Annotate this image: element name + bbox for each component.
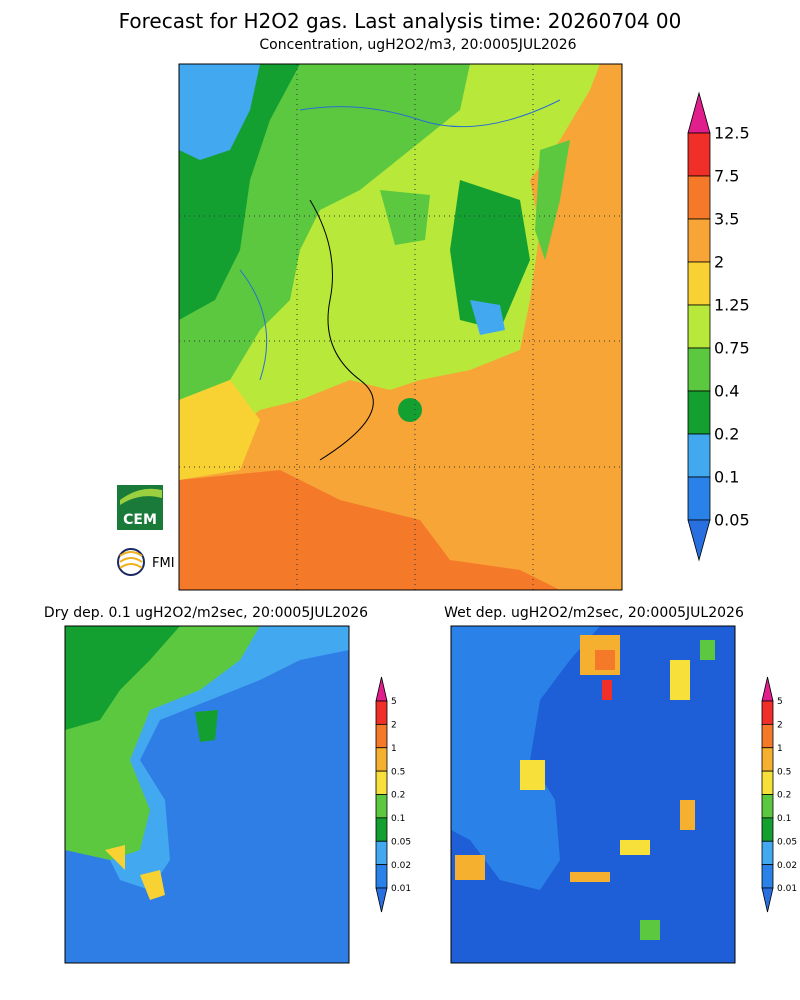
legend-bin <box>375 723 388 749</box>
legend-label: 1.25 <box>714 296 750 315</box>
legend-label: 2 <box>391 721 397 731</box>
legend-arrow-top <box>375 676 388 702</box>
legend-label: 0.5 <box>777 767 791 777</box>
dry-dep-map <box>64 625 350 964</box>
legend-label: 0.05 <box>777 837 797 847</box>
legend-bin <box>375 840 388 866</box>
legend-label: 2 <box>714 253 724 272</box>
legend-bin <box>375 864 388 889</box>
legend-bin <box>375 700 388 725</box>
legend-bin <box>375 794 388 819</box>
legend-bin <box>687 175 711 220</box>
legend-bin <box>761 747 774 772</box>
legend-label: 12.5 <box>714 124 750 143</box>
legend-bin <box>687 347 711 392</box>
wet-dep-map <box>450 625 736 964</box>
legend-arrow-bottom <box>687 519 711 562</box>
legend-bin <box>761 864 774 889</box>
legend-label: 0.2 <box>714 425 739 444</box>
fmi-text: FMI <box>152 556 175 571</box>
panel-title: Dry dep. 0.1 ugH2O2/m2sec, 20:0005JUL202… <box>44 605 368 621</box>
legend-label: 0.1 <box>777 814 791 824</box>
legend-arrow-top <box>687 91 711 134</box>
cem-text: CEM <box>123 512 157 528</box>
legend-bin <box>375 817 388 842</box>
legend-arrow-bottom <box>375 887 388 913</box>
legend-label: 0.75 <box>714 339 750 358</box>
legend-bin <box>687 476 711 521</box>
legend-label: 3.5 <box>714 210 739 229</box>
legend-arrow-top <box>761 676 774 702</box>
subtitle: Concentration, ugH2O2/m3, 20:0005JUL2026 <box>259 37 576 53</box>
legend-label: 5 <box>777 697 783 707</box>
legend-bin <box>375 747 388 772</box>
legend-label: 0.02 <box>777 861 797 871</box>
legend-bin <box>761 723 774 749</box>
legend-label: 0.2 <box>391 791 405 801</box>
legend-label: 0.4 <box>714 382 739 401</box>
legend-bin <box>761 840 774 866</box>
legend-bin <box>687 218 711 263</box>
title: Forecast for H2O2 gas. Last analysis tim… <box>119 9 682 33</box>
legend-bin <box>687 304 711 349</box>
legend-label: 0.01 <box>777 884 797 894</box>
legend-bin <box>761 794 774 819</box>
legend-bin <box>687 132 711 177</box>
legend-bin <box>761 817 774 842</box>
legend-label: 0.1 <box>391 814 405 824</box>
legend-bin <box>761 770 774 795</box>
legend-bin <box>687 390 711 435</box>
legend-arrow-bottom <box>761 887 774 913</box>
legend-bin <box>761 700 774 725</box>
legend-bin <box>687 433 711 478</box>
legend-label: 0.01 <box>391 884 411 894</box>
legend-bin <box>687 261 711 306</box>
legend-label: 0.2 <box>777 791 791 801</box>
panel-title: Wet dep. ugH2O2/m2sec, 20:0005JUL2026 <box>444 605 744 621</box>
legend-label: 5 <box>391 697 397 707</box>
legend-label: 0.05 <box>714 511 750 530</box>
legend-label: 2 <box>777 721 783 731</box>
legend-label: 0.5 <box>391 767 405 777</box>
legend-label: 0.1 <box>714 468 739 487</box>
legend-bin <box>375 770 388 795</box>
fmi-logo: FMI <box>117 548 175 576</box>
legend-label: 1 <box>391 744 397 754</box>
legend-label: 7.5 <box>714 167 739 186</box>
cem-logo: CEM <box>117 485 163 530</box>
legend-label: 0.05 <box>391 837 411 847</box>
legend-label: 1 <box>777 744 783 754</box>
main-map <box>178 63 623 591</box>
legend-label: 0.02 <box>391 861 411 871</box>
